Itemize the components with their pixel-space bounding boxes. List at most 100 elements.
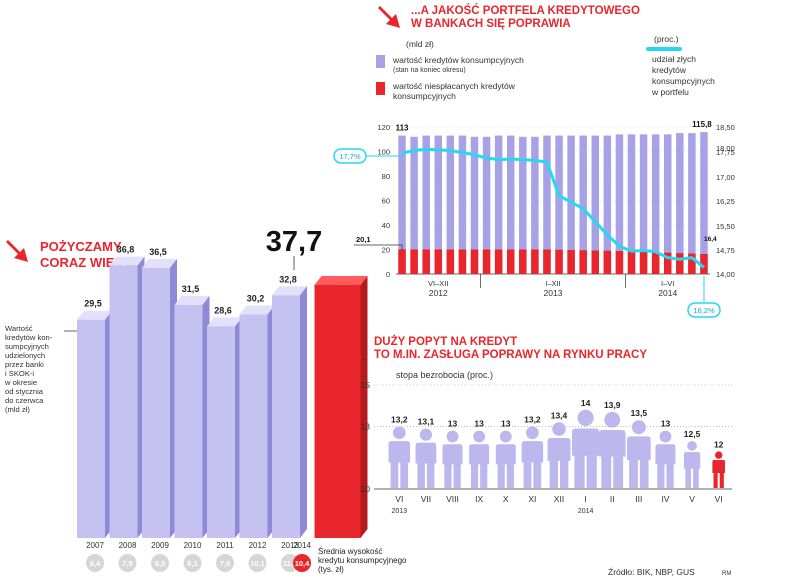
annotation-bad-pointer	[354, 244, 403, 251]
loans-year-label: 2013	[281, 541, 299, 550]
loans-note-line: przez banki	[5, 360, 44, 369]
loans-value-label: 36,5	[149, 247, 167, 257]
y-left-tick: 40	[382, 221, 390, 230]
period-label: I–VI	[661, 279, 674, 288]
loans-bar-top	[109, 256, 145, 266]
portfolio-total-bar	[700, 132, 708, 274]
y-right-tick: 16,25	[716, 197, 735, 206]
avg-circle	[86, 554, 104, 572]
portfolio-bad-bar	[615, 250, 624, 274]
unemp-y-tick: 15	[361, 380, 371, 390]
annotation-last-total: 115,8	[692, 120, 712, 129]
portfolio-total-bar	[676, 133, 684, 274]
portfolio-bad-bar	[434, 249, 443, 274]
portfolio-bad-bar	[543, 249, 551, 274]
avg-label: 7,9	[122, 559, 132, 568]
portfolio-bad-bar	[506, 249, 515, 274]
avg-circle	[216, 554, 234, 572]
portfolio-bad-bar	[482, 249, 491, 274]
portfolio-total-bar	[555, 135, 563, 274]
period-label: VI–XII	[428, 279, 448, 288]
unemp-month-label: II	[610, 494, 615, 504]
person-bar	[388, 426, 411, 488]
person-body	[598, 430, 626, 488]
loans-bar-top	[239, 305, 275, 315]
person-head	[631, 420, 646, 435]
person-bar	[598, 411, 626, 488]
person-head	[392, 426, 406, 440]
arrow-down-right-icon	[340, 337, 362, 359]
person-bar	[495, 430, 516, 488]
unemp-month-label: XII	[554, 494, 564, 504]
portfolio-bad-bar	[603, 250, 612, 274]
period-label: I–XII	[545, 279, 560, 288]
loans-bar-top	[77, 310, 112, 320]
unemp-value-label: 12	[714, 439, 724, 449]
unemp-value-label: 13,5	[631, 408, 648, 418]
loans-bar-top	[207, 317, 242, 327]
person-head	[446, 430, 459, 443]
avg-label: 8,1	[187, 559, 197, 568]
loans-bar	[109, 265, 138, 538]
y-right-tick: 14,00	[716, 270, 735, 279]
period-year: 2014	[658, 288, 677, 298]
person-bar	[626, 420, 651, 488]
loans-title-line-1: POŻYCZAMY	[40, 239, 122, 254]
portfolio-total-bar	[422, 135, 430, 274]
period-year: 2013	[544, 288, 563, 298]
portfolio-bad-bar	[639, 251, 648, 274]
person-body	[547, 437, 571, 488]
person-body	[521, 441, 544, 488]
loans-bar-side	[360, 276, 368, 538]
loans-year-label: 2010	[184, 541, 202, 550]
portfolio-unit-right: (proc.)	[654, 34, 679, 44]
loans-year-label: 2012	[249, 541, 267, 550]
portfolio-total-bar	[458, 135, 467, 274]
unemp-y-tick: 13	[361, 422, 371, 432]
portfolio-bad-bar	[470, 249, 479, 274]
unemp-value-label: 12,5	[684, 429, 701, 439]
loans-value-label: 31,5	[182, 284, 200, 294]
person-bar	[655, 430, 676, 488]
loans-bar-top	[314, 276, 368, 285]
portfolio-share-line	[401, 147, 705, 269]
loans-note-line: od stycznia	[5, 387, 44, 396]
person-bar	[521, 426, 544, 488]
portfolio-total-bar	[639, 134, 648, 274]
portfolio-total-bar	[494, 135, 503, 274]
portfolio-total-bar	[543, 135, 551, 274]
loans-note-line: udzielonych	[5, 351, 45, 360]
unemp-value-label: 13	[474, 419, 484, 429]
portfolio-total-bar	[446, 135, 455, 274]
loans-note-line: sumpcyjnych	[5, 342, 49, 351]
loans-bar	[207, 326, 235, 538]
unemp-value-label: 13,1	[418, 417, 435, 427]
portfolio-bad-bar	[410, 249, 418, 274]
person-body	[626, 436, 651, 488]
portfolio-total-bar	[688, 133, 696, 274]
portfolio-bad-bar	[567, 249, 575, 274]
legend-share-line-1: kredytów	[652, 65, 687, 75]
avg-circle	[151, 554, 169, 572]
person-head	[552, 422, 566, 436]
person-head	[659, 430, 672, 443]
portfolio-total-bar	[410, 136, 418, 274]
loans-bar	[174, 304, 203, 538]
unemp-month-label: V	[689, 494, 695, 504]
portfolio-total-bar	[579, 135, 587, 274]
person-head	[419, 428, 433, 441]
portfolio-total-bar	[434, 135, 443, 274]
portfolio-bad-bar	[446, 249, 455, 274]
person-head	[714, 451, 723, 459]
loans-note-line: do czerwca	[5, 396, 44, 405]
unemp-value-label: 13,2	[391, 414, 408, 424]
loans-bar	[272, 295, 300, 538]
portfolio-bad-bar	[651, 252, 660, 274]
y-right-tick: 18,50	[716, 123, 735, 132]
portfolio-bad-bar	[494, 249, 503, 274]
person-bar	[683, 441, 701, 488]
person-head	[687, 441, 697, 451]
portfolio-total-bar	[615, 134, 624, 274]
